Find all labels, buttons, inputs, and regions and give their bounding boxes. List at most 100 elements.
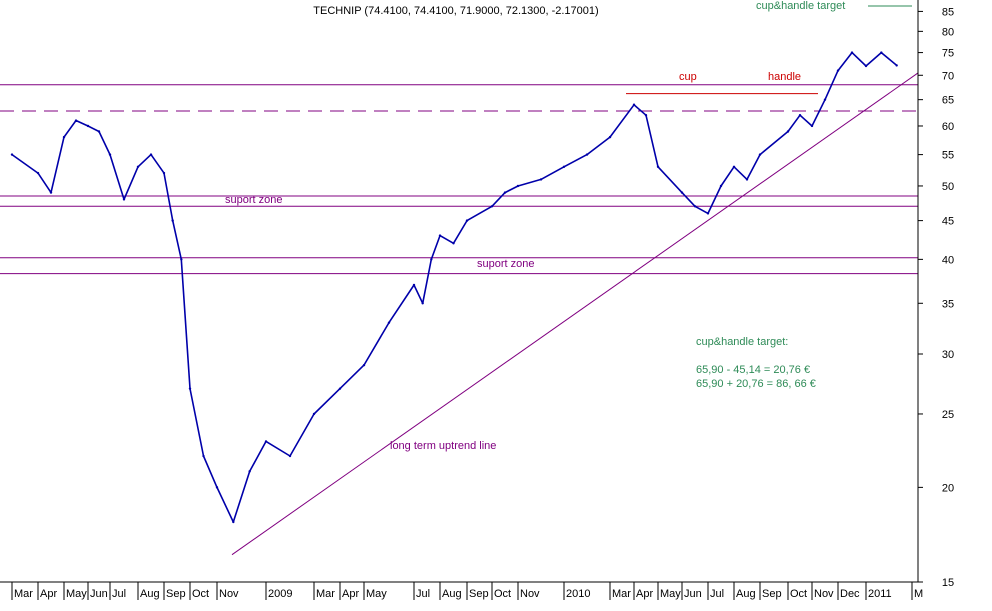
x-tick-label: Jun (90, 588, 108, 600)
price-point (810, 124, 814, 128)
price-point (516, 184, 520, 188)
y-tick-label: 85 (942, 6, 954, 18)
price-point (215, 486, 219, 489)
price-point (108, 153, 112, 156)
y-tick-label: 65 (942, 95, 954, 107)
x-tick-label: Aug (140, 588, 160, 600)
price-point (264, 440, 268, 443)
price-point (49, 191, 53, 194)
target-calc-line-2: 65,90 + 20,76 = 86, 66 € (696, 378, 816, 390)
price-point (162, 171, 166, 175)
price-point (312, 412, 316, 416)
y-tick-label: 30 (942, 349, 954, 361)
target-calc-line-1: 65,90 - 45,14 = 20,76 € (696, 364, 810, 376)
x-tick-label: Nov (219, 588, 239, 600)
x-tick-label: Apr (636, 588, 653, 600)
price-point (895, 64, 898, 67)
price-point (122, 198, 126, 201)
x-tick-label: Aug (736, 588, 756, 600)
x-tick-label: Dec (840, 588, 860, 600)
price-point (452, 242, 455, 245)
y-tick-label: 20 (942, 482, 954, 494)
x-tick-label: May (66, 588, 87, 600)
y-tick-label: 55 (942, 150, 954, 162)
plot-background (0, 0, 918, 582)
overlay-lines (0, 5, 919, 556)
x-axis: Mar Apr May Jun Jul Aug Sep Oct Nov 2009 Mar Apr May… (0, 581, 923, 600)
price-point (823, 98, 827, 101)
target-calc-heading: cup&handle target: (696, 336, 788, 348)
y-axis: 15 20 25 30 35 40 45 50 55 60 65 70 75 80 85 (917, 0, 954, 589)
target-label-top: cup&handle target (756, 0, 845, 12)
price-point (430, 258, 433, 261)
price-point (680, 191, 684, 194)
price-point (421, 302, 424, 305)
price-point (786, 130, 790, 133)
x-tick-label: Oct (494, 588, 511, 600)
x-tick-label: Jul (112, 588, 126, 600)
price-point (836, 69, 840, 72)
price-point (362, 363, 366, 367)
x-tick-label: Sep (166, 588, 186, 600)
price-point (490, 205, 494, 208)
series-layer (10, 51, 898, 524)
price-point (850, 51, 854, 54)
price-point (585, 153, 589, 156)
price-point (387, 321, 391, 324)
price-point (188, 387, 192, 390)
x-tick-label: Mar (316, 588, 335, 600)
price-point (288, 454, 292, 458)
x-tick-label: Oct (192, 588, 209, 600)
price-point (232, 520, 235, 524)
support-zone-label-upper: suport zone (225, 194, 282, 206)
price-point (248, 470, 251, 473)
price-point (608, 135, 612, 139)
x-tick-label: Jul (710, 588, 724, 600)
price-point (745, 178, 749, 181)
price-point (539, 178, 543, 181)
y-tick-label: 15 (942, 577, 954, 589)
price-point (798, 113, 802, 117)
plot-area: suport zone suport zone cup handle cup&h… (0, 0, 919, 582)
annotations: suport zone suport zone cup handle cup&h… (225, 0, 845, 452)
price-point (562, 165, 566, 168)
x-tick-label: Mar (14, 588, 33, 600)
price-point (338, 387, 342, 390)
handle-label: handle (768, 71, 801, 83)
x-tick-label: Apr (40, 588, 57, 600)
y-tick-label: 60 (942, 121, 954, 133)
price-point (86, 124, 90, 128)
price-point (880, 51, 883, 54)
x-tick-label: May (366, 588, 387, 600)
x-tick-label: 2009 (268, 588, 292, 600)
y-tick-label: 35 (942, 298, 954, 310)
x-tick-label: Aug (442, 588, 462, 600)
price-point (136, 165, 140, 168)
support-zone-label-lower: suport zone (477, 258, 534, 270)
price-point (180, 258, 183, 261)
y-tick-label: 50 (942, 181, 954, 193)
price-point (412, 283, 416, 287)
price-point (503, 191, 507, 194)
price-point (644, 113, 648, 117)
y-tick-label: 45 (942, 216, 954, 228)
price-point (864, 64, 868, 68)
chart-title: TECHNIP (74.4100, 74.4100, 71.9000, 72.1… (313, 5, 598, 17)
uptrend-line-label: long term uptrend line (390, 440, 496, 452)
price-point (62, 135, 66, 139)
y-tick-label: 75 (942, 48, 954, 60)
price-point (656, 165, 660, 168)
price-point (149, 153, 153, 156)
price-point (171, 219, 174, 222)
y-tick-label: 80 (942, 26, 954, 38)
x-tick-label: Jul (416, 588, 430, 600)
price-point (732, 165, 736, 168)
uptrend-line (231, 72, 919, 556)
price-point (36, 171, 40, 175)
price-point (706, 212, 710, 215)
price-point (465, 219, 469, 222)
x-tick-label: Apr (342, 588, 359, 600)
price-point (438, 234, 442, 237)
price-point (632, 103, 636, 106)
